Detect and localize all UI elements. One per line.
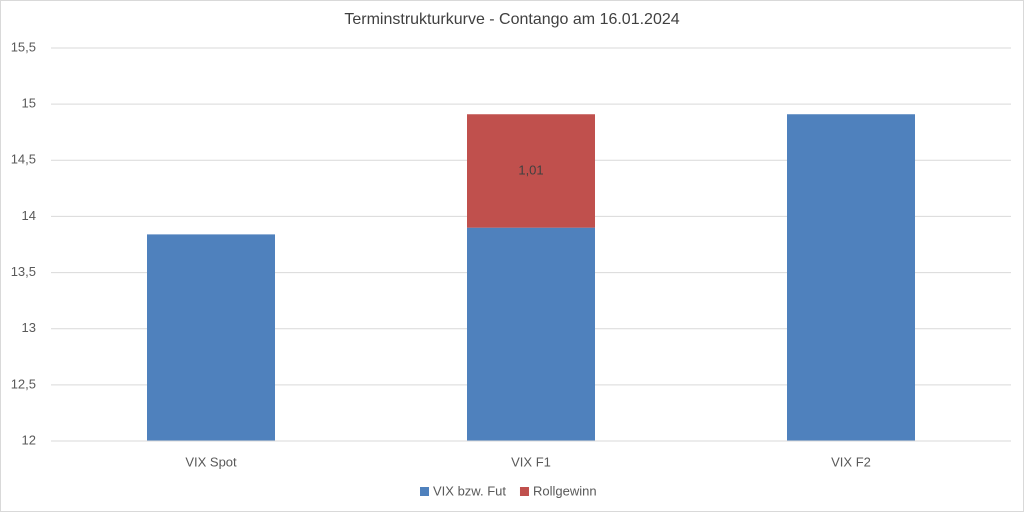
bar [147,234,275,441]
y-tick-label: 12 [22,432,36,447]
data-label: 1,01 [518,162,543,177]
bar [787,114,915,442]
y-tick-label: 15 [22,96,36,111]
x-tick-label: VIX F2 [831,454,871,469]
legend-swatch [519,487,529,496]
y-tick-label: 14 [22,208,36,223]
legend-label: Rollgewinn [533,483,597,498]
y-tick-label: 13,5 [11,264,36,279]
legend-swatch [420,487,429,496]
y-tick-label: 13 [22,320,36,335]
legend-label: VIX bzw. Fut [433,483,506,498]
bar [467,227,595,441]
bar [467,114,595,228]
y-tick-label: 14,5 [11,152,36,167]
x-tick-label: VIX F1 [511,454,551,469]
chart-title: Terminstrukturkurve - Contango am 16.01.… [344,11,679,28]
y-tick-label: 12,5 [11,376,36,391]
y-tick-label: 15,5 [11,39,36,54]
x-tick-label: VIX Spot [185,454,237,469]
